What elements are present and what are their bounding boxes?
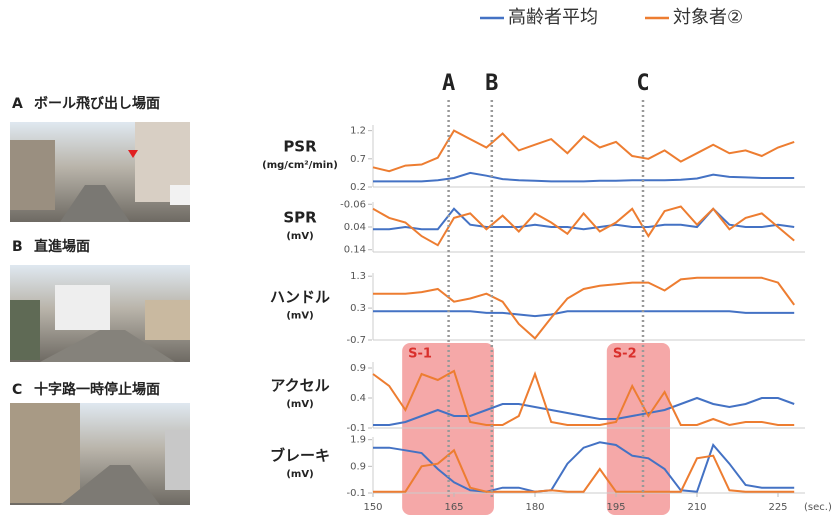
series-line <box>373 311 794 316</box>
highlight-label: S-2 <box>613 347 637 362</box>
x-unit: (sec.) <box>804 502 832 513</box>
series-line <box>373 131 794 172</box>
marker-label: B <box>485 71 498 96</box>
panel-unit: (mV) <box>286 469 313 480</box>
x-tick-label: 195 <box>606 502 625 513</box>
scene-label: ボール飛び出し場面 <box>34 95 160 112</box>
x-tick-label: 225 <box>768 502 787 513</box>
legend-label: 高齢者平均 <box>508 7 598 28</box>
y-tick-label: -0.7 <box>346 335 366 346</box>
y-tick-label: 0.4 <box>350 393 366 404</box>
y-tick-label: -0.06 <box>340 199 366 210</box>
y-tick-label: 0.7 <box>350 154 366 165</box>
series-line <box>373 278 794 339</box>
scene-letter: C <box>12 382 22 398</box>
x-tick-label: 210 <box>687 502 706 513</box>
x-tick-label: 180 <box>525 502 544 513</box>
y-tick-label: -0.1 <box>346 488 366 499</box>
panel-label: アクセル <box>270 377 329 395</box>
legend-label: 対象者② <box>673 7 743 28</box>
panel-label: SPR <box>283 209 317 227</box>
x-tick-label: 165 <box>444 502 463 513</box>
y-tick-label: 0.04 <box>344 222 366 233</box>
y-tick-label: 1.9 <box>350 435 366 446</box>
highlight-region <box>607 343 670 515</box>
panel-label: ブレーキ <box>270 447 330 465</box>
figure: A ボール飛び出し場面 B 直進場面 C 十字路一時停止場面 高齢者平均 対象者② S-1 S-2… <box>0 0 833 515</box>
photo-c <box>10 403 190 505</box>
panel-label: PSR <box>283 138 317 156</box>
x-tick-label: 150 <box>363 502 382 513</box>
marker-label: C <box>636 71 649 96</box>
y-tick-label: 0.9 <box>350 363 366 374</box>
series-line <box>373 209 794 230</box>
panel-label: ハンドル <box>270 288 330 306</box>
series-line <box>373 173 794 182</box>
y-tick-label: 0.3 <box>350 303 366 314</box>
y-tick-label: 1.3 <box>350 271 366 282</box>
highlight-label: S-1 <box>408 347 432 362</box>
scene-letter: A <box>12 96 23 112</box>
panel-unit: (mV) <box>286 311 313 322</box>
marker-label: A <box>442 71 455 96</box>
y-tick-label: 0.2 <box>350 182 366 193</box>
photo-b <box>10 265 190 362</box>
photo-a <box>10 122 190 222</box>
panel-unit: (mV) <box>286 231 313 242</box>
y-tick-label: 0.9 <box>350 461 366 472</box>
scene-letter: B <box>12 239 23 255</box>
y-tick-label: 0.14 <box>344 245 366 256</box>
panel-unit: (mg/cm²/min) <box>262 160 338 171</box>
scene-label: 十字路一時停止場面 <box>34 381 160 398</box>
y-tick-label: 1.2 <box>350 126 366 137</box>
panel-unit: (mV) <box>286 399 313 410</box>
scene-label: 直進場面 <box>34 238 90 255</box>
y-tick-label: -0.1 <box>346 423 366 434</box>
